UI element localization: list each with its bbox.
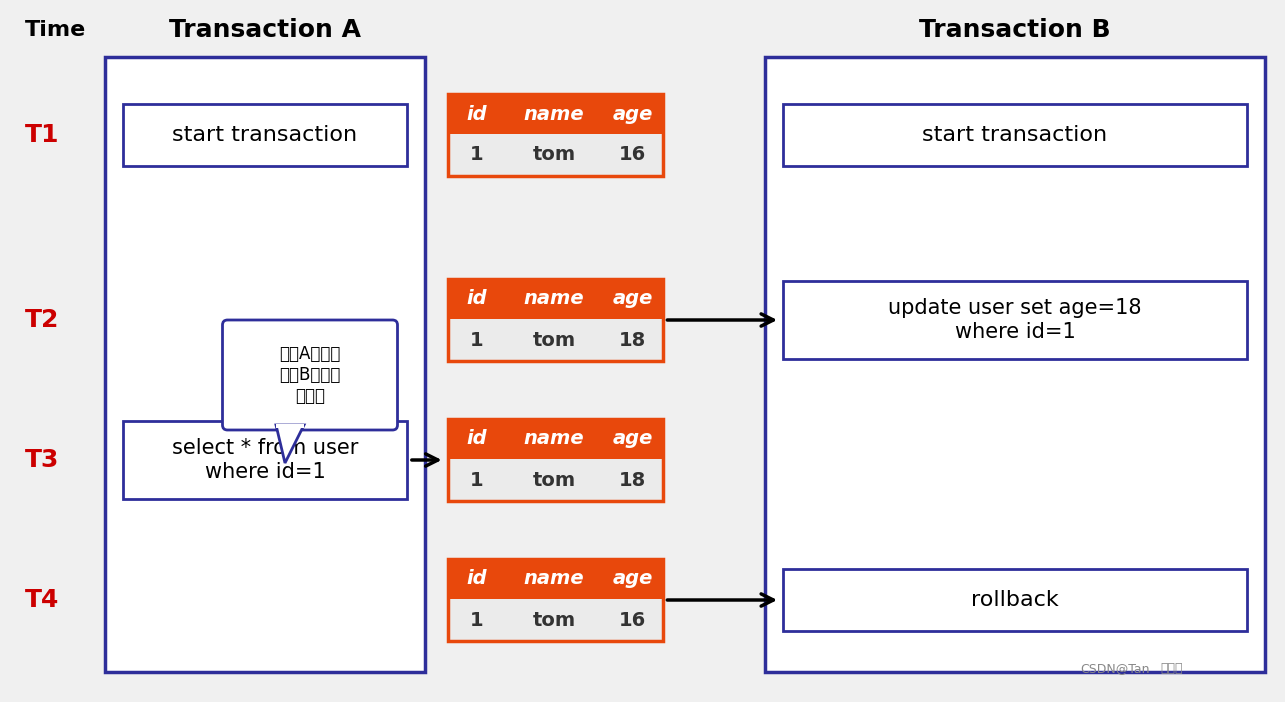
Text: tom: tom — [532, 470, 576, 489]
Bar — [783, 281, 1246, 359]
Bar — [123, 104, 407, 166]
Text: T1: T1 — [24, 123, 59, 147]
Bar — [783, 104, 1246, 166]
Bar — [505, 94, 603, 134]
Text: 1: 1 — [470, 470, 483, 489]
Bar — [765, 57, 1264, 672]
Text: tom: tom — [532, 145, 576, 164]
Bar — [447, 319, 505, 361]
Text: 18: 18 — [619, 470, 646, 489]
Text: age: age — [612, 105, 653, 124]
Text: start transaction: start transaction — [172, 125, 357, 145]
Text: age: age — [612, 569, 653, 588]
Bar — [783, 569, 1246, 631]
Text: id: id — [466, 430, 487, 449]
Bar — [505, 559, 603, 599]
Text: 1: 1 — [470, 611, 483, 630]
Bar — [603, 319, 663, 361]
FancyBboxPatch shape — [222, 320, 397, 430]
Text: Time: Time — [24, 20, 86, 40]
Text: T3: T3 — [24, 448, 59, 472]
Text: tom: tom — [532, 611, 576, 630]
Text: Transaction A: Transaction A — [170, 18, 361, 42]
Bar — [603, 419, 663, 459]
Bar — [603, 459, 663, 501]
Text: select * from user
where id=1: select * from user where id=1 — [172, 439, 359, 482]
Bar — [447, 559, 663, 641]
Bar — [447, 559, 505, 599]
Bar — [105, 57, 425, 672]
Text: Transaction B: Transaction B — [919, 18, 1110, 42]
Text: start transaction: start transaction — [923, 125, 1108, 145]
Bar — [447, 419, 663, 501]
Text: age: age — [612, 289, 653, 308]
Text: 1: 1 — [470, 145, 483, 164]
Bar — [447, 279, 505, 319]
Bar — [447, 134, 505, 176]
Text: 事务A读取了
事务B未提交
的数据: 事务A读取了 事务B未提交 的数据 — [279, 345, 341, 405]
Text: id: id — [466, 569, 487, 588]
Text: id: id — [466, 289, 487, 308]
Text: rollback: rollback — [971, 590, 1059, 610]
Text: T2: T2 — [24, 308, 59, 332]
Text: name: name — [523, 430, 585, 449]
Text: 亿速云: 亿速云 — [1160, 662, 1182, 675]
Bar — [505, 459, 603, 501]
Text: 16: 16 — [619, 145, 646, 164]
Bar — [505, 319, 603, 361]
Text: name: name — [523, 289, 585, 308]
Text: name: name — [523, 569, 585, 588]
Bar — [447, 94, 505, 134]
Bar — [505, 279, 603, 319]
Text: update user set age=18
where id=1: update user set age=18 where id=1 — [888, 298, 1142, 342]
Bar — [447, 94, 663, 176]
Bar — [447, 419, 505, 459]
Text: id: id — [466, 105, 487, 124]
Text: name: name — [523, 105, 585, 124]
Bar — [505, 419, 603, 459]
Bar — [276, 424, 305, 428]
Text: T4: T4 — [24, 588, 59, 612]
Bar — [603, 94, 663, 134]
Text: 1: 1 — [470, 331, 483, 350]
Text: CSDN@Tan: CSDN@Tan — [1079, 662, 1150, 675]
Bar — [447, 599, 505, 641]
Bar — [505, 599, 603, 641]
Bar — [603, 559, 663, 599]
Bar — [603, 279, 663, 319]
Bar — [603, 134, 663, 176]
Text: tom: tom — [532, 331, 576, 350]
Text: 16: 16 — [619, 611, 646, 630]
Bar — [123, 421, 407, 499]
Bar — [505, 134, 603, 176]
Bar — [447, 459, 505, 501]
Bar — [603, 599, 663, 641]
Bar — [447, 279, 663, 361]
Polygon shape — [276, 425, 305, 463]
Text: age: age — [612, 430, 653, 449]
Text: 18: 18 — [619, 331, 646, 350]
